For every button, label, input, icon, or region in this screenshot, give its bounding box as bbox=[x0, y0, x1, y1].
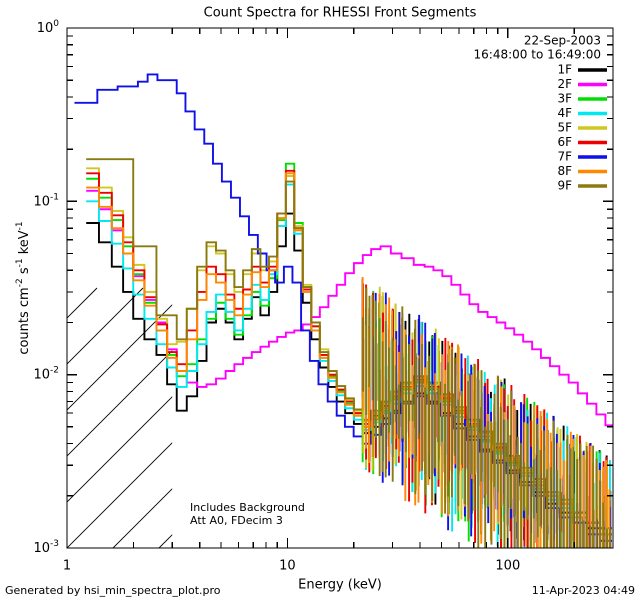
legend: 22-Sep-2003 16:48:00 to 16:49:00 1F2F3F4… bbox=[474, 34, 607, 193]
excluded-band-hatching bbox=[67, 287, 173, 548]
generator-note: Generated by hsi_min_spectra_plot.pro bbox=[5, 584, 221, 597]
render-timestamp: 11-Apr-2023 04:49 bbox=[532, 584, 635, 597]
y-tick-labels: 100 10-1 10-2 10-3 bbox=[33, 19, 59, 556]
hatch-line bbox=[67, 350, 173, 457]
spectrum-noise-9f bbox=[361, 287, 611, 548]
x-axis-label: Energy (keV) bbox=[298, 578, 382, 593]
legend-label-5f: 5F bbox=[557, 121, 572, 135]
y-tick-label: 100 bbox=[37, 19, 60, 36]
legend-label-7f: 7F bbox=[557, 150, 572, 164]
hatch-line bbox=[67, 442, 173, 548]
legend-label-1f: 1F bbox=[557, 63, 572, 77]
y-tick-label: 10-2 bbox=[33, 365, 59, 382]
axis-ticks bbox=[66, 27, 614, 549]
hatch-line bbox=[67, 287, 144, 365]
spectrum-line-2f bbox=[86, 189, 613, 427]
annotation-background: Includes Background bbox=[190, 501, 305, 514]
x-tick-label: 100 bbox=[495, 559, 520, 574]
y-tick-label: 10-1 bbox=[33, 192, 59, 209]
legend-label-4f: 4F bbox=[557, 106, 572, 120]
spectra-series-group bbox=[74, 73, 613, 548]
hatch-line bbox=[67, 304, 173, 411]
x-tick-label: 10 bbox=[279, 559, 296, 574]
page-title: Count Spectra for RHESSI Front Segments bbox=[204, 6, 477, 21]
hatch-line bbox=[112, 488, 173, 548]
x-tick-labels: 1 10 100 bbox=[63, 559, 520, 574]
legend-label-6f: 6F bbox=[557, 135, 572, 149]
legend-date: 22-Sep-2003 bbox=[524, 34, 601, 48]
y-tick-label: 10-3 bbox=[33, 539, 59, 556]
svg-text:counts cm-2 s-1 keV-1: counts cm-2 s-1 keV-1 bbox=[15, 221, 32, 354]
x-tick-label: 1 bbox=[63, 559, 71, 574]
legend-time-range: 16:48:00 to 16:49:00 bbox=[474, 48, 601, 62]
legend-label-3f: 3F bbox=[557, 92, 572, 106]
y-axis-label: counts cm-2 s-1 keV-1 bbox=[15, 221, 32, 354]
axes-frame bbox=[66, 27, 614, 549]
legend-label-9f: 9F bbox=[557, 179, 572, 193]
hatch-line bbox=[67, 396, 173, 503]
annotation-attenuator: Att A0, FDecim 3 bbox=[190, 514, 283, 527]
legend-label-2f: 2F bbox=[557, 77, 572, 91]
legend-label-8f: 8F bbox=[557, 164, 572, 178]
